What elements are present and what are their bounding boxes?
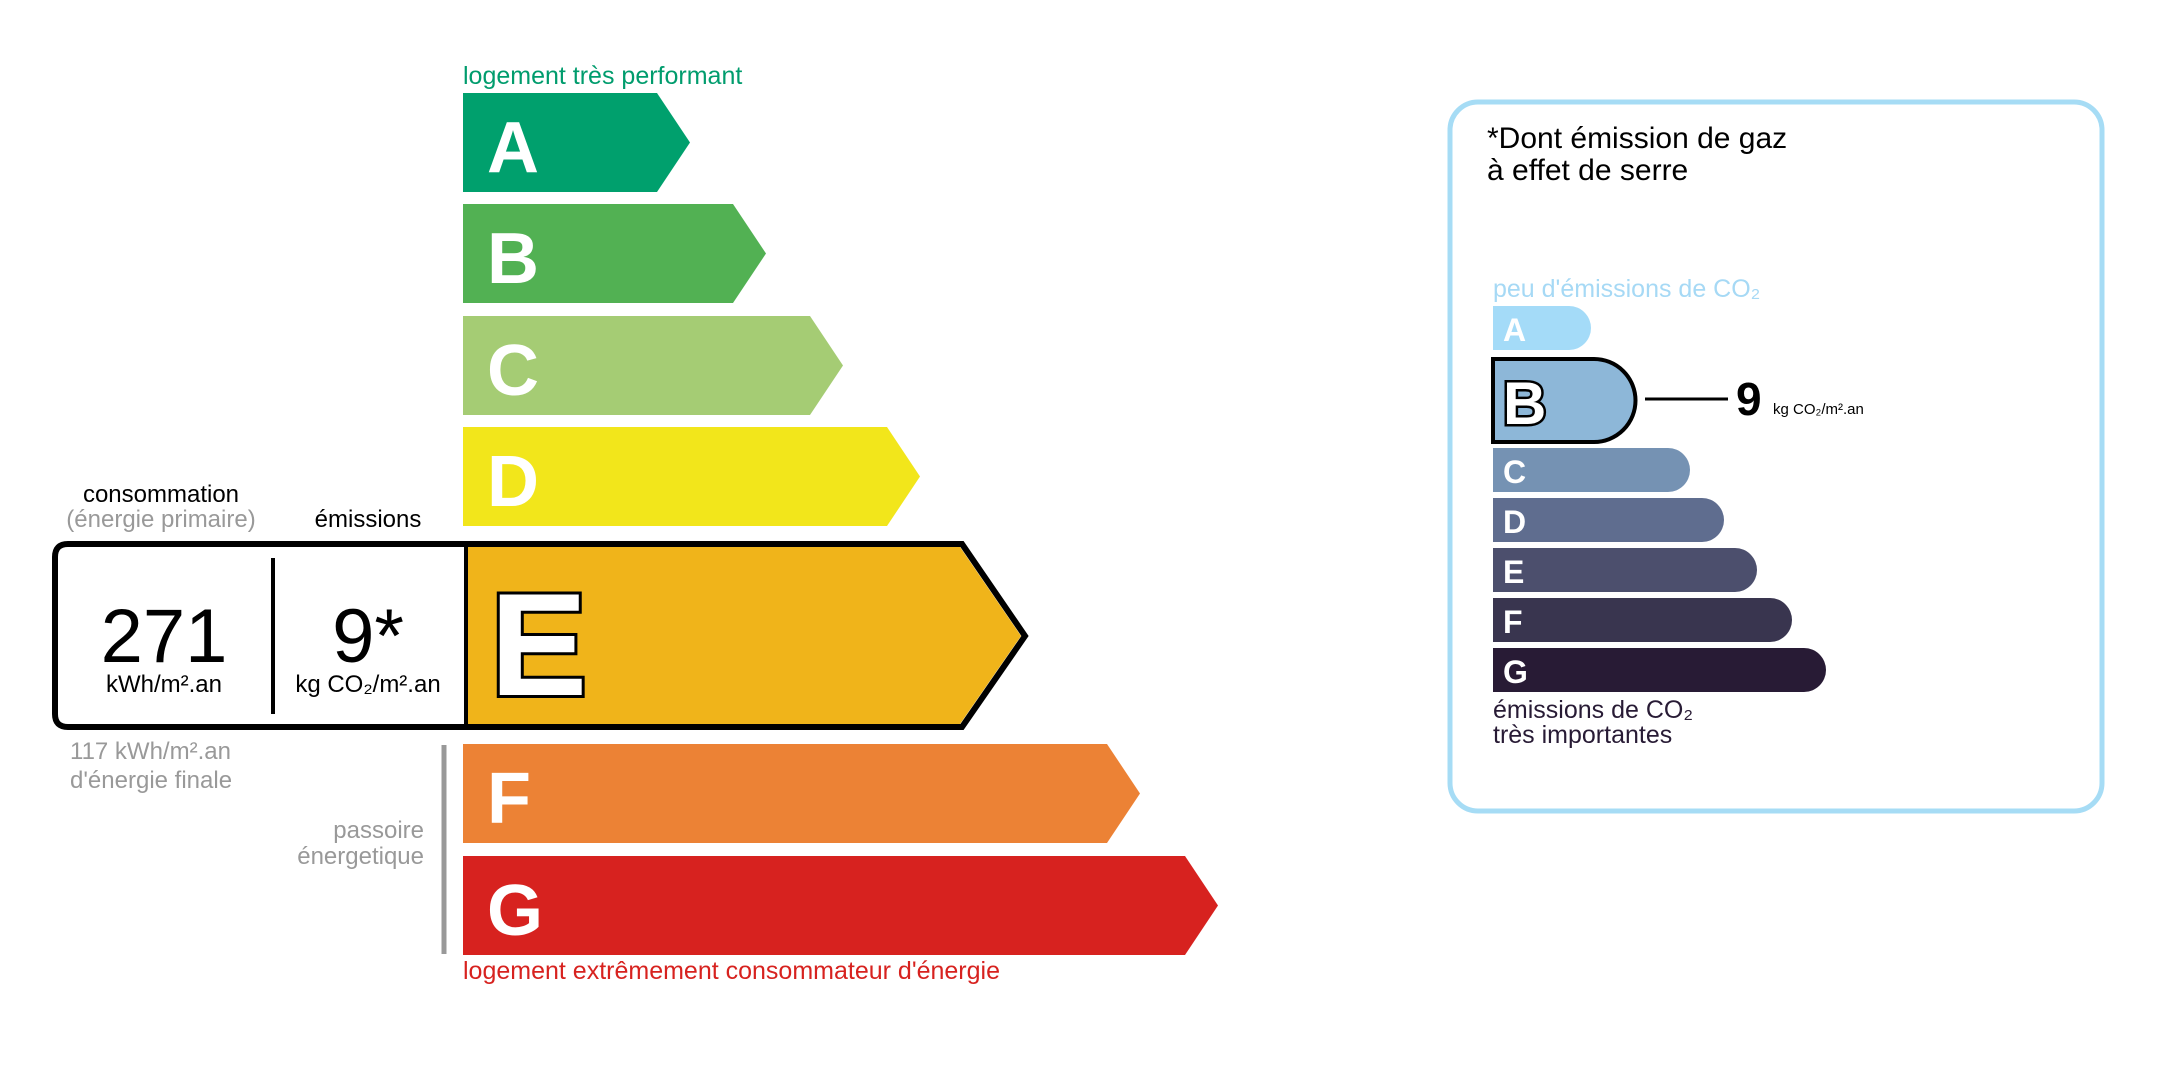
emissions-label: émissions xyxy=(315,506,422,533)
energy-letter: D xyxy=(487,442,539,522)
ges-class-c: C xyxy=(1493,448,1690,492)
final-energy-line1: 117 kWh/m².an xyxy=(70,738,231,765)
final-energy-line2: d'énergie finale xyxy=(70,767,232,794)
energy-class-c: C xyxy=(463,316,843,415)
ges-letter: D xyxy=(1503,504,1526,540)
consumption-label: consommation xyxy=(83,481,239,508)
ges-bar xyxy=(1493,306,1591,350)
energy-bottom-label: logement extrêmement consommateur d'éner… xyxy=(463,957,1000,985)
emissions-unit: kg CO₂/m².an xyxy=(295,671,440,698)
energy-class-f: F xyxy=(463,744,1140,843)
current-energy-frame: E 271 kWh/m².an 9* kg CO₂/m².an xyxy=(52,541,1029,730)
ges-bar xyxy=(1493,648,1826,692)
ges-class-e: E xyxy=(1493,548,1757,592)
energy-class-d: D xyxy=(463,427,920,526)
emissions-value: 9* xyxy=(332,594,404,679)
energy-class-b: B xyxy=(463,204,766,303)
consumption-sublabel: (énergie primaire) xyxy=(66,506,255,533)
ges-class-d: D xyxy=(1493,498,1724,542)
ges-letter: G xyxy=(1503,654,1528,690)
ges-bar xyxy=(1493,548,1757,592)
ges-title-line2: à effet de serre xyxy=(1487,154,1688,187)
ges-class-f: F xyxy=(1493,598,1792,642)
energy-letter: C xyxy=(487,331,539,411)
ges-bottom-line2: très importantes xyxy=(1493,721,1672,749)
energy-letter: G xyxy=(487,871,543,951)
consumption-unit: kWh/m².an xyxy=(106,671,222,698)
ges-letter: C xyxy=(1503,454,1526,490)
energy-bar xyxy=(463,744,1140,843)
energy-bar xyxy=(463,93,690,192)
ges-bar xyxy=(1493,498,1724,542)
ges-top-label: peu d'émissions de CO₂ xyxy=(1493,275,1760,303)
passoire-line2: énergetique xyxy=(297,843,424,870)
energy-letter: B xyxy=(487,219,539,299)
ges-letter: B xyxy=(1503,370,1546,437)
ges-title-line1: *Dont émission de gaz xyxy=(1487,122,1787,155)
ges-class-b: B xyxy=(1491,357,1638,444)
ges-bottom-line1: émissions de CO₂ xyxy=(1493,696,1693,724)
energy-class-g: G xyxy=(463,856,1218,955)
ges-letter: A xyxy=(1503,312,1526,348)
ges-bar xyxy=(1493,598,1792,642)
ges-bar xyxy=(1493,448,1690,492)
passoire-line1: passoire xyxy=(333,817,424,844)
ges-unit: kg CO₂/m².an xyxy=(1773,401,1864,418)
energy-bar xyxy=(463,316,843,415)
energy-class-a: A xyxy=(463,93,690,192)
current-energy-letter: E xyxy=(490,563,587,726)
energy-letter: F xyxy=(487,759,531,839)
ges-letter: F xyxy=(1503,604,1523,640)
ges-value: 9 xyxy=(1736,373,1762,425)
ges-class-a: A xyxy=(1493,306,1591,350)
energy-bar xyxy=(463,427,920,526)
ges-class-g: G xyxy=(1493,648,1826,692)
energy-bar xyxy=(463,204,766,303)
ges-bar xyxy=(1491,357,1638,444)
energy-top-label: logement très performant xyxy=(463,62,742,90)
consumption-value: 271 xyxy=(101,594,228,679)
energy-bar xyxy=(463,856,1218,955)
ges-letter: E xyxy=(1503,554,1524,590)
energy-letter: A xyxy=(487,108,539,188)
